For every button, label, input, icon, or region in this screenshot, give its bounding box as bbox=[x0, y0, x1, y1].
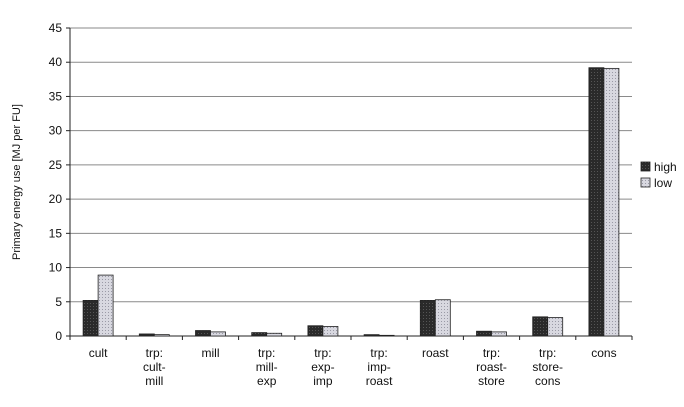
y-tick-label: 40 bbox=[49, 55, 63, 69]
y-tick-label: 30 bbox=[49, 124, 63, 138]
bar-low bbox=[153, 334, 170, 337]
y-tick-label: 5 bbox=[55, 295, 62, 309]
x-tick-label: mill bbox=[202, 346, 220, 360]
y-tick-label: 45 bbox=[49, 21, 63, 35]
y-tick-labels: 0 5 10 15 20 25 30 35 40 45 bbox=[49, 21, 63, 343]
x-tick-label: trp: cult-mill bbox=[143, 346, 166, 388]
legend-swatch-high bbox=[640, 161, 651, 172]
bar-high bbox=[138, 333, 155, 337]
x-tick-label: roast bbox=[422, 346, 449, 360]
axes bbox=[66, 27, 633, 340]
x-tick-label: trp: roast-store bbox=[476, 346, 507, 388]
bar-high bbox=[195, 330, 211, 337]
y-tick-label: 35 bbox=[49, 89, 63, 103]
grid-lines bbox=[70, 27, 632, 303]
bar-low bbox=[322, 326, 339, 337]
y-tick-label: 10 bbox=[49, 261, 63, 275]
y-tick-label: 0 bbox=[55, 329, 62, 343]
category-labels: cult trp: cult-mill mill trp: mill-exp trp: exp… bbox=[89, 346, 617, 388]
bar-high bbox=[251, 332, 268, 337]
y-tick-label: 25 bbox=[49, 158, 63, 172]
bar-low bbox=[210, 331, 226, 337]
bar-low bbox=[434, 299, 451, 337]
bar-high bbox=[588, 67, 605, 337]
legend-swatch-low bbox=[640, 177, 651, 188]
x-tick-label: trp: exp-imp bbox=[311, 346, 334, 388]
y-axis-label: Primary energy use [MJ per FU] bbox=[11, 104, 23, 260]
bars bbox=[82, 67, 620, 337]
x-tick-label: trp: mill-exp bbox=[256, 346, 278, 388]
bar-low bbox=[97, 274, 114, 337]
bar-low bbox=[547, 317, 564, 337]
bar-high bbox=[419, 300, 436, 337]
bar-high bbox=[82, 300, 99, 337]
bar-low bbox=[266, 332, 283, 337]
bar-low bbox=[603, 67, 620, 337]
x-tick-label: cons bbox=[591, 346, 616, 360]
bar-high bbox=[363, 334, 380, 337]
legend: high low bbox=[640, 160, 677, 190]
y-tick-label: 20 bbox=[49, 192, 63, 206]
bar-low bbox=[378, 334, 395, 337]
y-tick-label: 15 bbox=[49, 226, 63, 240]
bar-high bbox=[307, 325, 324, 337]
legend-label-high: high bbox=[654, 160, 677, 174]
x-tick-label: cult bbox=[89, 346, 108, 360]
bar-high bbox=[476, 330, 492, 337]
bar-low bbox=[491, 331, 507, 337]
legend-label-low: low bbox=[654, 176, 672, 190]
x-tick-label: trp: imp-roast bbox=[366, 346, 393, 388]
x-tick-label: trp: store-cons bbox=[532, 346, 563, 388]
bar-high bbox=[532, 316, 549, 337]
